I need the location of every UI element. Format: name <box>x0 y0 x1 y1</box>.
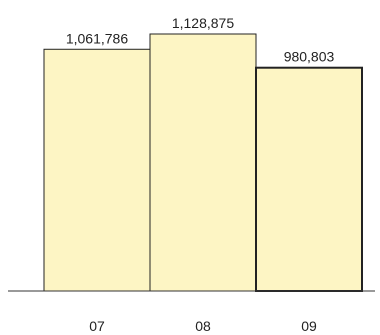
value-label-09: 980,803 <box>284 49 335 65</box>
bar-08 <box>149 33 257 292</box>
bar-07 <box>43 48 151 292</box>
x-tick-label-09: 09 <box>301 318 317 334</box>
bars-group <box>43 33 363 292</box>
value-label-08: 1,128,875 <box>172 15 234 31</box>
x-tick-labels-group: 07 08 09 <box>89 318 317 334</box>
value-labels-group: 1,061,786 1,128,875 980,803 <box>66 15 335 65</box>
value-label-07: 1,061,786 <box>66 30 128 46</box>
x-tick-label-08: 08 <box>195 318 211 334</box>
x-tick-label-07: 07 <box>89 318 105 334</box>
bar-09 <box>255 66 363 292</box>
